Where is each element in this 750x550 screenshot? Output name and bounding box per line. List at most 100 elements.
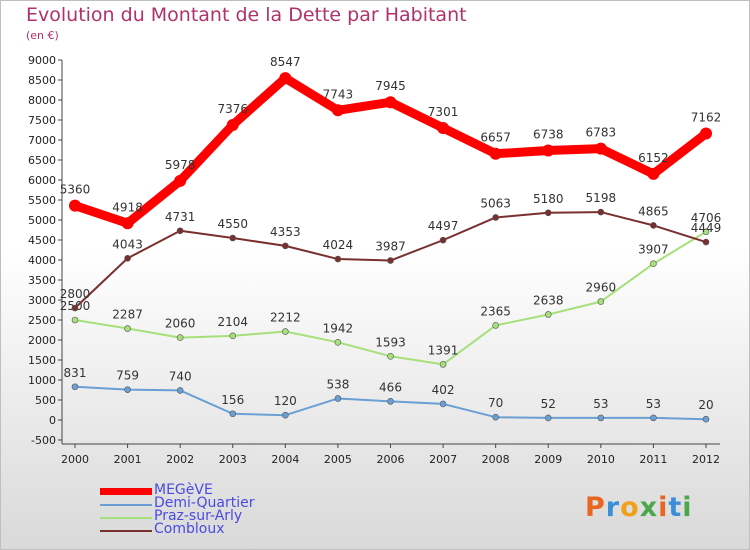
y-tick-label: 8000 bbox=[28, 94, 56, 107]
data-label: 759 bbox=[116, 369, 139, 383]
data-label: 2212 bbox=[270, 311, 301, 325]
data-label: 6657 bbox=[480, 131, 511, 145]
data-label: 4865 bbox=[638, 204, 669, 218]
data-label: 1593 bbox=[375, 335, 406, 349]
x-tick-label: 2011 bbox=[639, 453, 667, 466]
data-point bbox=[597, 298, 605, 305]
legend-swatch bbox=[100, 488, 152, 495]
data-label: 5360 bbox=[60, 183, 91, 197]
chart-title: Evolution du Montant de la Dette par Hab… bbox=[26, 4, 467, 26]
data-label: 740 bbox=[169, 369, 192, 383]
logo-letter: t bbox=[668, 492, 683, 523]
data-label: 120 bbox=[274, 394, 297, 408]
y-tick-label: 5500 bbox=[28, 194, 56, 207]
y-tick-label: 2000 bbox=[28, 334, 56, 347]
x-tick-label: 2007 bbox=[429, 453, 457, 466]
data-label: 70 bbox=[488, 396, 503, 410]
data-label: 4353 bbox=[270, 225, 301, 239]
data-point bbox=[124, 254, 131, 262]
data-point bbox=[544, 414, 552, 422]
data-point bbox=[702, 238, 710, 246]
x-tick-label: 2006 bbox=[377, 453, 405, 466]
data-point bbox=[124, 325, 131, 332]
data-label: 53 bbox=[593, 397, 608, 411]
y-tick-label: 6500 bbox=[28, 154, 56, 167]
data-point bbox=[387, 398, 394, 405]
data-point bbox=[439, 361, 447, 368]
data-point bbox=[174, 174, 187, 187]
legend-swatch bbox=[100, 517, 152, 519]
x-tick-label: 2012 bbox=[692, 453, 720, 466]
data-label: 831 bbox=[64, 366, 87, 380]
legend-swatch bbox=[100, 530, 152, 532]
data-label: 2960 bbox=[586, 281, 617, 295]
x-tick-label: 2001 bbox=[114, 453, 142, 466]
data-point bbox=[282, 411, 289, 419]
legend-label: Praz-sur-Arly bbox=[154, 508, 243, 524]
data-label: 4550 bbox=[217, 217, 248, 231]
data-point bbox=[437, 121, 450, 134]
x-tick-label: 2009 bbox=[534, 453, 562, 466]
legend-label: Combloux bbox=[154, 521, 225, 537]
y-tick-label: 5000 bbox=[28, 214, 56, 227]
data-point bbox=[226, 118, 239, 131]
data-point bbox=[282, 328, 289, 335]
data-point bbox=[594, 142, 607, 155]
legend-label: MEGèVE bbox=[154, 482, 213, 498]
data-point bbox=[492, 413, 499, 421]
data-point bbox=[121, 217, 134, 230]
x-tick-label: 2003 bbox=[219, 453, 247, 466]
data-label: 2800 bbox=[60, 287, 91, 301]
data-label: 2365 bbox=[480, 304, 511, 318]
data-point bbox=[334, 339, 342, 346]
data-point bbox=[387, 257, 394, 264]
data-point bbox=[229, 332, 237, 340]
data-point bbox=[176, 387, 184, 394]
data-label: 7743 bbox=[323, 87, 354, 101]
data-label: 20 bbox=[698, 398, 713, 412]
data-label: 7376 bbox=[217, 102, 248, 116]
data-label: 2104 bbox=[217, 315, 248, 329]
data-label: 1391 bbox=[428, 343, 459, 357]
data-point bbox=[650, 414, 657, 422]
data-point bbox=[69, 199, 81, 212]
data-point bbox=[439, 236, 447, 244]
data-label: 538 bbox=[326, 377, 349, 391]
x-tick-label: 2005 bbox=[324, 453, 352, 466]
logo-letter: i bbox=[682, 492, 693, 523]
logo-letter: r bbox=[605, 492, 621, 523]
y-tick-label: 7500 bbox=[28, 114, 56, 127]
legend-label: Demi-Quartier bbox=[154, 495, 255, 511]
x-tick-label: 2010 bbox=[587, 453, 615, 466]
y-tick-label: 9000 bbox=[28, 54, 56, 67]
data-point bbox=[544, 311, 552, 318]
y-tick-label: 500 bbox=[35, 394, 56, 407]
data-point bbox=[176, 227, 184, 235]
logo-letter: i bbox=[658, 492, 669, 523]
data-point bbox=[650, 222, 657, 229]
data-point bbox=[597, 208, 605, 216]
data-point bbox=[439, 400, 447, 408]
y-tick-label: 3000 bbox=[28, 294, 56, 307]
data-point bbox=[702, 228, 710, 236]
data-point bbox=[176, 334, 184, 341]
data-label: 7162 bbox=[691, 111, 722, 125]
data-label: 5198 bbox=[586, 191, 617, 205]
data-label: 4024 bbox=[323, 238, 354, 252]
data-label: 2638 bbox=[533, 293, 564, 307]
data-point bbox=[700, 127, 712, 140]
data-point bbox=[71, 383, 79, 391]
x-tick-label: 2002 bbox=[166, 453, 194, 466]
data-label: 2060 bbox=[165, 317, 196, 331]
data-point bbox=[647, 167, 660, 180]
logo-letter: o bbox=[620, 492, 640, 523]
y-tick-label: 6000 bbox=[28, 174, 56, 187]
data-label: 53 bbox=[646, 397, 661, 411]
data-point bbox=[542, 144, 555, 157]
x-tick-label: 2004 bbox=[271, 453, 299, 466]
proxiti-logo: Proxiti bbox=[585, 492, 693, 523]
logo-letter: x bbox=[639, 492, 659, 523]
data-point bbox=[279, 72, 292, 85]
